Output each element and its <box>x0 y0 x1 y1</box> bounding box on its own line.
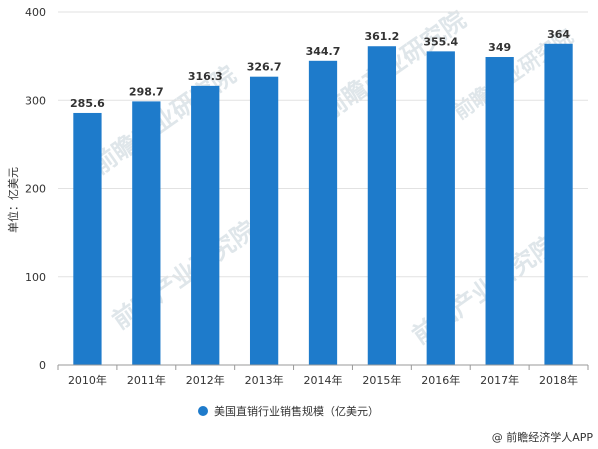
x-tick-label: 2011年 <box>127 373 166 387</box>
y-tick-label: 400 <box>25 6 46 19</box>
bar <box>426 51 455 366</box>
data-label: 316.3 <box>188 70 223 83</box>
data-label: 285.6 <box>70 97 105 110</box>
x-tick-label: 2016年 <box>421 373 460 387</box>
x-tick-labels: 2010年 2011年 2012年 2013年 2014年 2015年 2016年 2017年… <box>57 365 589 387</box>
x-tick-label: 2012年 <box>186 373 225 387</box>
legend-label: 美国直销行业销售规模（亿美元） <box>214 404 379 418</box>
x-tick-label: 2010年 <box>68 373 107 387</box>
y-axis-title: 单位：亿美元 <box>6 167 20 233</box>
data-label: 355.4 <box>423 35 458 48</box>
x-tick-label: 2013年 <box>245 373 284 387</box>
data-label: 349 <box>488 41 511 54</box>
x-tick-label: 2015年 <box>362 373 401 387</box>
x-tick-label: 2014年 <box>304 373 343 387</box>
bar <box>249 76 279 365</box>
bar <box>308 60 338 366</box>
data-label: 344.7 <box>306 45 341 58</box>
x-tick-label: 2018年 <box>539 373 578 387</box>
data-label: 298.7 <box>129 85 164 98</box>
bar <box>191 85 220 366</box>
data-label: 326.7 <box>247 61 282 74</box>
y-tick-label: 0 <box>39 359 46 372</box>
bar <box>544 43 573 366</box>
source-credit: @ 前瞻经济学人APP <box>492 430 594 444</box>
legend-marker <box>198 406 208 416</box>
x-tick-label: 2017年 <box>480 373 519 387</box>
watermark-text: 前瞻产业研究院 <box>107 216 261 335</box>
legend: 美国直销行业销售规模（亿美元） <box>198 404 379 418</box>
data-label: 364 <box>547 28 570 41</box>
bar <box>132 101 161 365</box>
data-label: 361.2 <box>364 30 399 43</box>
y-tick-label: 200 <box>25 183 46 196</box>
bar <box>73 112 102 365</box>
data-labels: 285.6 298.7 316.3 326.7 344.7 361.2 355.4 349 36… <box>70 28 570 110</box>
y-tick-labels: 0 100 200 300 400 <box>25 6 46 372</box>
y-tick-label: 100 <box>25 271 46 284</box>
bar <box>367 46 397 366</box>
bar <box>485 57 514 365</box>
bars <box>73 43 573 366</box>
y-tick-label: 300 <box>25 94 46 107</box>
